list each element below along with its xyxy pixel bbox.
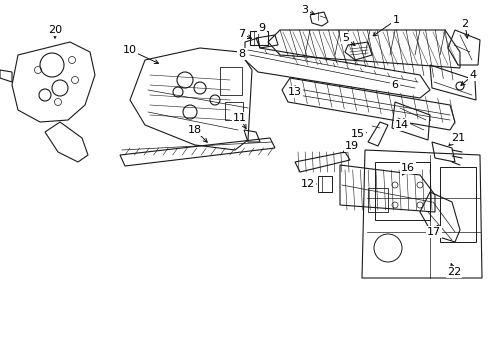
Bar xyxy=(440,167,476,242)
Text: 15: 15 xyxy=(351,129,365,139)
Text: 8: 8 xyxy=(239,49,245,59)
Text: 6: 6 xyxy=(392,80,398,90)
Text: 7: 7 xyxy=(239,29,245,39)
Text: 3: 3 xyxy=(301,5,309,15)
Text: 19: 19 xyxy=(345,141,359,151)
Text: 4: 4 xyxy=(469,70,477,80)
Text: 17: 17 xyxy=(427,227,441,237)
Bar xyxy=(375,162,430,220)
Text: 16: 16 xyxy=(401,163,415,173)
Bar xyxy=(250,31,268,45)
Text: 14: 14 xyxy=(395,120,409,130)
Text: 18: 18 xyxy=(188,125,202,135)
Text: 13: 13 xyxy=(288,87,302,97)
Text: 9: 9 xyxy=(258,23,266,33)
Text: 20: 20 xyxy=(48,25,62,35)
Text: 10: 10 xyxy=(123,45,137,55)
Text: 5: 5 xyxy=(343,33,349,43)
Bar xyxy=(368,188,388,212)
Text: 2: 2 xyxy=(462,19,468,29)
Text: 11: 11 xyxy=(233,113,247,123)
Text: 1: 1 xyxy=(392,15,399,25)
Bar xyxy=(220,67,242,95)
Text: 21: 21 xyxy=(451,133,465,143)
Bar xyxy=(318,176,332,192)
Text: 22: 22 xyxy=(447,267,461,277)
Bar xyxy=(225,102,243,120)
Text: 12: 12 xyxy=(301,179,315,189)
